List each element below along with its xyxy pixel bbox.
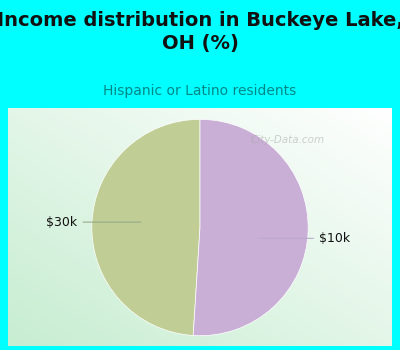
Text: City-Data.com: City-Data.com (251, 135, 325, 145)
Wedge shape (193, 119, 308, 336)
Text: $10k: $10k (259, 232, 350, 245)
Text: Income distribution in Buckeye Lake,
OH (%): Income distribution in Buckeye Lake, OH … (0, 10, 400, 53)
Text: $30k: $30k (46, 216, 141, 229)
Wedge shape (92, 119, 200, 335)
Text: Hispanic or Latino residents: Hispanic or Latino residents (103, 84, 297, 98)
